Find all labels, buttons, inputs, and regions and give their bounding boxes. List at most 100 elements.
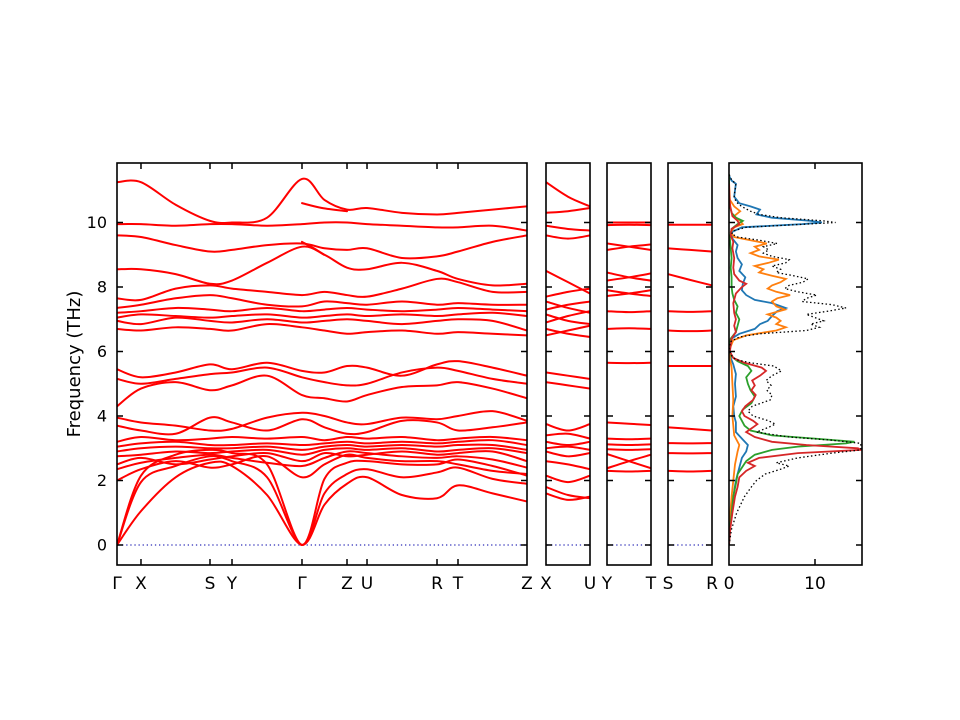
phonon-band-curve (546, 313, 590, 326)
frequency-tick-label: 2 (97, 471, 107, 490)
phonon-band-curve (117, 443, 527, 453)
phonon-band-curve (546, 445, 590, 451)
phonon-band-curve (607, 272, 651, 282)
phonon-band-segment (300, 240, 326, 256)
kpoint-label: Y (601, 574, 613, 594)
kpoint-label: S (205, 574, 216, 594)
kpoint-label: R (706, 574, 718, 594)
phonon-band-curve (117, 221, 527, 232)
kpoint-label: T (452, 574, 464, 594)
dos-partial-curve-d62728 (729, 183, 862, 546)
frequency-tick-label: 8 (97, 278, 107, 297)
phonon-band-curve (117, 374, 527, 408)
phonon-band-curve (117, 323, 527, 337)
phonon-band-curve (607, 327, 651, 330)
phonon-band-curve (546, 381, 590, 390)
phonon-band-curve (117, 277, 527, 302)
kpoint-label: U (584, 574, 596, 594)
phonon-band-curve (546, 440, 590, 447)
phonon-band-curve (117, 410, 527, 432)
phonon-band-curve (117, 234, 527, 260)
frequency-tick-label: 6 (97, 342, 107, 361)
phonon-band-curve (546, 460, 590, 471)
phonon-band-curve (546, 224, 590, 232)
phonon-band-curve (546, 432, 590, 440)
panel-border (116, 162, 528, 566)
phonon-band-curve (668, 426, 712, 432)
phonon-band-curve (117, 294, 527, 309)
phonon-band-curve (607, 310, 651, 314)
phonon-band-curve (607, 443, 651, 447)
phonon-band-curve (668, 273, 712, 287)
phonon-band-curve (546, 310, 590, 324)
phonon-band-curve (117, 435, 527, 443)
kpoint-label: Z (341, 574, 353, 594)
phonon-band-curve (546, 181, 590, 208)
dos-panel: 0 10 (724, 162, 863, 594)
phonon-band-curve (117, 447, 527, 458)
phonon-band-curve (117, 450, 527, 471)
kpoint-label: T (645, 574, 657, 594)
phonon-band-curve (117, 453, 527, 482)
phonon-band-curve (668, 469, 712, 473)
phonon-band-curve (546, 287, 590, 298)
phonon-band-curve (117, 366, 527, 387)
kpoint-label: Z (521, 574, 533, 594)
kpoint-label: X (135, 574, 147, 594)
phonon-band-curve (546, 450, 590, 458)
phonon-band-curve (117, 439, 527, 448)
phonon-band-curve (117, 416, 527, 436)
dos-partial-curve-1f77b4 (729, 175, 823, 546)
dos-partial-curve-2ca02c (729, 174, 855, 546)
phonon-band-curve (546, 328, 590, 338)
phonon-band-curve (546, 324, 590, 337)
phonon-band-curve (607, 243, 651, 251)
frequency-tick-label: 10 (87, 213, 107, 232)
phonon-band-curve (668, 247, 712, 253)
phonon-band-curve (546, 423, 590, 432)
phonon-band-curve (546, 234, 590, 240)
panel-border (667, 162, 713, 566)
phonon-band-curve (117, 311, 527, 319)
phonon-band-curve (546, 371, 590, 380)
phonon-band-curve (546, 270, 590, 295)
phonon-band-curve (117, 177, 527, 225)
phonon-band-curve (546, 474, 590, 484)
phonon-band-curve (607, 469, 651, 473)
kpoint-label: Γ (297, 574, 307, 594)
kpoint-label: U (361, 574, 373, 594)
kpoint-label: Γ (112, 574, 122, 594)
dos-axis-tick-label: 0 (724, 574, 735, 594)
dos-axis-tick-label: 10 (804, 574, 826, 594)
phonon-band-curve (607, 289, 651, 297)
frequency-tick-label: 0 (97, 536, 107, 555)
phonon-band-curve (546, 300, 590, 311)
frequency-axis-label: Frequency (THz) (64, 291, 85, 438)
kpoint-label: X (540, 574, 552, 594)
phonon-band-curve (607, 448, 651, 451)
panel-border (545, 162, 591, 566)
phonon-band-curve (117, 316, 527, 332)
phonon-band-segment (300, 202, 349, 213)
phonon-band-curve (546, 207, 590, 214)
phonon-band-curve (546, 492, 590, 501)
phonon-band-curve (117, 460, 527, 547)
dos-total-curve (729, 172, 862, 546)
phonon-band-curve (117, 306, 527, 314)
phonon-band-curve (117, 450, 527, 466)
panel-border (606, 162, 652, 566)
phonon-band-curve (607, 437, 651, 441)
kpoint-label: Y (226, 574, 238, 594)
phonon-band-curve (668, 329, 712, 333)
phonon-band-curve (117, 360, 527, 379)
kpoint-label: S (663, 574, 674, 594)
phonon-band-curve (607, 421, 651, 427)
phonon-band-curve (607, 453, 651, 470)
